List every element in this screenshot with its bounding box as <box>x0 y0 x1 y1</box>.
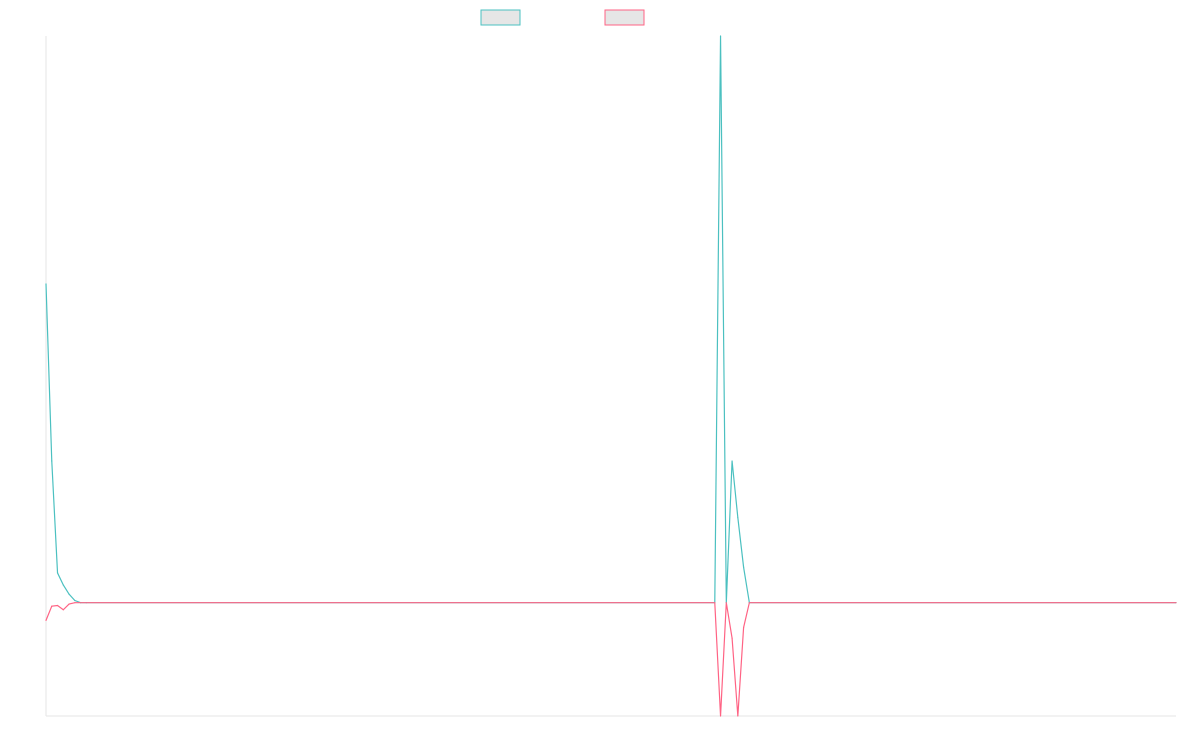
series-1-point <box>743 566 745 568</box>
series-2-point <box>45 619 47 621</box>
series-2-point <box>1175 602 1177 604</box>
series-1-point <box>56 572 59 574</box>
series-2-point <box>743 626 745 629</box>
series-1-point <box>68 593 70 595</box>
series-2-point <box>719 715 722 717</box>
series-1-point <box>719 35 722 37</box>
series-1-point <box>737 517 739 519</box>
series-2-point <box>737 715 739 717</box>
series-2-line <box>45 602 1176 717</box>
series-1-point <box>45 283 47 285</box>
legend-swatch-series-1[interactable] <box>480 9 521 26</box>
series-1-point <box>62 584 64 586</box>
series-2-point <box>714 602 716 604</box>
legend[interactable] <box>480 9 645 26</box>
series-lines <box>45 35 1176 717</box>
chart-axes <box>45 36 1176 717</box>
series-1-line <box>45 35 1176 604</box>
series-2-point <box>51 605 53 607</box>
series-2-point <box>725 602 727 604</box>
series-2-point <box>79 602 82 604</box>
series-2-point <box>85 602 87 604</box>
series-1-point <box>51 460 53 462</box>
series-1-point <box>731 460 733 462</box>
series-2-point <box>68 603 70 605</box>
series-2-point <box>56 604 59 607</box>
series-2-point <box>748 602 750 604</box>
series-points <box>45 35 1177 717</box>
series-1-point <box>74 599 76 602</box>
series-2-point <box>731 637 733 639</box>
legend-swatch-series-2[interactable] <box>604 9 645 26</box>
series-2-point <box>62 609 64 611</box>
series-2-point <box>74 602 76 604</box>
